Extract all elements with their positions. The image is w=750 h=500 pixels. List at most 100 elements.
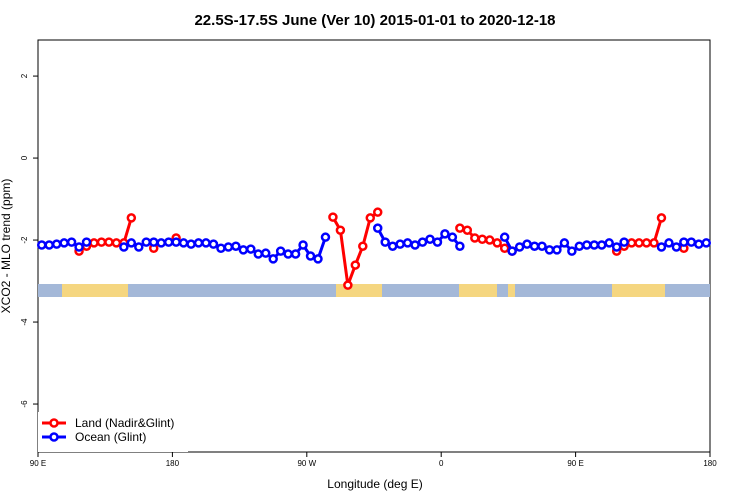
data-point [66, 237, 77, 247]
data-point [51, 239, 62, 249]
data-point [44, 240, 54, 250]
x-tick-label: 0 [439, 459, 444, 468]
chart-title: 22.5S-17.5S June (Ver 10) 2015-01-01 to … [194, 12, 555, 29]
data-point [74, 242, 84, 252]
data-point [686, 237, 697, 247]
data-point [387, 241, 398, 251]
data-point [499, 243, 510, 254]
data-point [216, 243, 226, 254]
y-tick-label: -2 [20, 236, 29, 244]
y-tick-label: -4 [20, 318, 29, 326]
data-point [641, 238, 652, 248]
data-point [582, 240, 592, 250]
data-point [365, 213, 376, 223]
data-point [425, 234, 435, 244]
data-point [410, 240, 420, 250]
data-point [350, 260, 361, 270]
data-point [589, 240, 600, 250]
data-point [119, 242, 129, 252]
data-point [567, 246, 577, 256]
data-point [305, 251, 316, 261]
data-point [634, 238, 644, 248]
data-point [104, 237, 114, 247]
data-point [604, 238, 614, 248]
data-point [380, 237, 390, 247]
data-point [559, 238, 570, 248]
data-point [223, 242, 234, 252]
x-tick-label: 180 [166, 459, 180, 468]
data-point [470, 233, 480, 243]
legend-marker [49, 418, 59, 428]
x-tick-label: 90 E [30, 459, 46, 468]
data-point [507, 246, 517, 256]
data-point [81, 237, 92, 247]
land-patch [62, 284, 128, 297]
data-point [59, 238, 69, 248]
data-point [537, 241, 547, 251]
data-point [328, 212, 338, 222]
data-point [514, 242, 525, 252]
legend-label: Land (Nadir&Glint) [75, 416, 174, 430]
data-point [544, 245, 555, 255]
data-point [298, 240, 308, 250]
data-point [141, 237, 152, 247]
data-point [656, 242, 667, 252]
data-point [402, 238, 413, 248]
data-point [462, 225, 473, 235]
data-point [260, 248, 271, 258]
y-axis-title: XCO2 - MLO trend (ppm) [0, 179, 13, 314]
x-tick-label: 90 W [297, 459, 316, 468]
data-point [395, 239, 405, 249]
data-point [163, 237, 174, 247]
data-point [156, 238, 166, 248]
data-point [656, 213, 667, 223]
data-point [611, 242, 622, 252]
data-point [283, 249, 293, 259]
data-point [477, 234, 488, 244]
data-point [134, 242, 144, 252]
data-point [440, 229, 450, 239]
data-point [253, 249, 264, 259]
data-point [238, 245, 249, 255]
data-point [126, 213, 137, 223]
land-patch [508, 284, 515, 297]
data-point [36, 240, 47, 250]
land-patch [459, 284, 497, 297]
data-point [186, 239, 196, 249]
data-point [290, 249, 301, 259]
data-point [372, 207, 383, 217]
data-point [626, 238, 637, 248]
x-axis-title: Longitude (deg E) [327, 477, 422, 491]
data-point [499, 232, 510, 242]
data-point [694, 239, 704, 249]
x-tick-label: 90 E [567, 459, 583, 468]
legend-label: Ocean (Glint) [75, 430, 146, 444]
y-tick-label: 2 [20, 73, 29, 78]
data-point [372, 223, 383, 233]
data-point [178, 238, 189, 248]
data-point [679, 237, 689, 247]
data-point [268, 254, 278, 264]
data-point [193, 238, 204, 248]
data-point [619, 237, 629, 247]
land-mask [38, 284, 710, 297]
data-point [596, 240, 607, 250]
data-point [417, 237, 428, 247]
legend-box [38, 412, 188, 452]
data-point [335, 225, 346, 235]
data-point [111, 238, 122, 248]
data-point [701, 238, 712, 248]
data-point [208, 239, 219, 249]
data-point [432, 237, 443, 247]
data-point [201, 238, 211, 248]
data-point [492, 238, 502, 248]
land-patch [612, 284, 665, 297]
legend-marker [49, 432, 59, 442]
y-tick-label: -6 [20, 400, 29, 408]
data-point [358, 241, 368, 251]
data-point [522, 239, 532, 249]
data-point [455, 241, 465, 251]
data-point [343, 280, 353, 290]
